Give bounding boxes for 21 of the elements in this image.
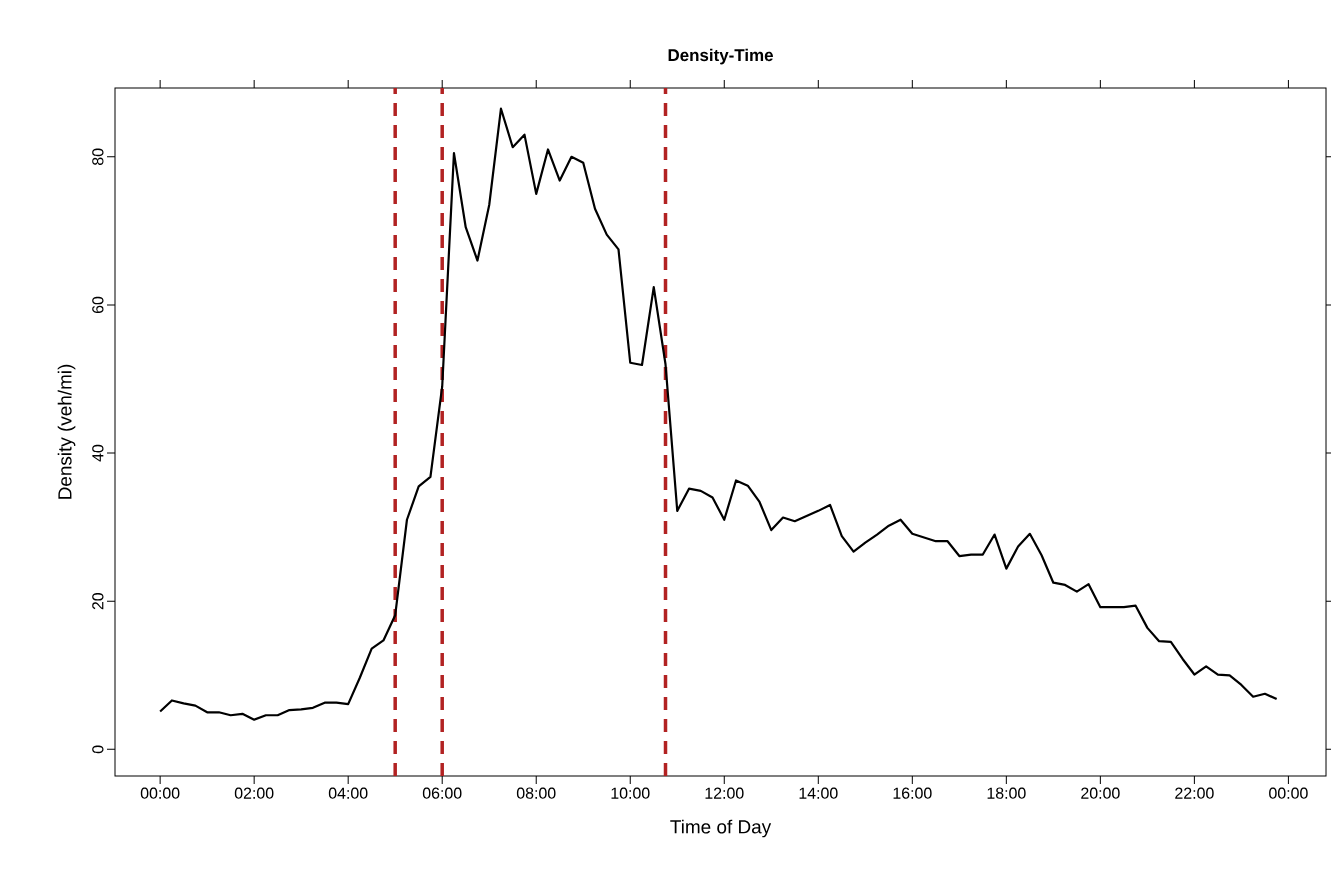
x-tick-label: 00:00 <box>140 787 180 799</box>
x-tick-label: 10:00 <box>611 787 650 799</box>
y-tick-label: 80 <box>92 148 104 166</box>
x-axis-title: Time of Day <box>670 819 772 838</box>
y-tick-label: 0 <box>92 745 104 754</box>
x-tick-label: 18:00 <box>987 787 1026 799</box>
x-tick-label: 22:00 <box>1175 787 1214 799</box>
x-tick-label: 16:00 <box>893 787 932 799</box>
x-tick-label: 12:00 <box>705 787 744 799</box>
y-axis-title: Density (veh/mi) <box>57 364 76 499</box>
x-tick-label: 14:00 <box>799 787 838 799</box>
y-tick-label: 60 <box>92 296 104 314</box>
x-tick-label: 04:00 <box>328 787 368 799</box>
x-tick-label: 20:00 <box>1081 787 1120 799</box>
x-tick-label: 08:00 <box>516 787 556 799</box>
x-tick-label: 06:00 <box>422 787 462 799</box>
y-tick-label: 20 <box>92 592 104 610</box>
chart-title: Density-Time <box>668 48 773 65</box>
x-tick-label: 00:00 <box>1269 787 1308 799</box>
x-tick-label: 02:00 <box>234 787 274 799</box>
y-tick-label: 40 <box>92 444 104 462</box>
